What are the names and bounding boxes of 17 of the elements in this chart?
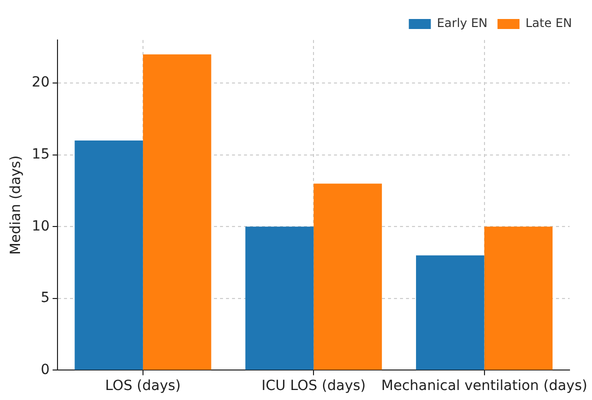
x-tick-label: ICU LOS (days) xyxy=(262,378,366,394)
x-tick-label: LOS (days) xyxy=(105,378,181,394)
bar xyxy=(484,226,553,370)
y-tick-label: 0 xyxy=(40,362,50,378)
y-tick-label: 10 xyxy=(32,218,50,234)
x-tick-label: Mechanical ventilation (days) xyxy=(381,378,588,394)
y-axis-title: Median (days) xyxy=(8,155,24,255)
y-tick-label: 15 xyxy=(32,146,50,162)
y-tick-label: 20 xyxy=(32,74,50,91)
legend-label: Late EN xyxy=(526,16,572,30)
bar xyxy=(416,255,484,370)
bar xyxy=(314,184,382,370)
y-tick-label: 5 xyxy=(40,290,50,306)
legend-label: Early EN xyxy=(436,16,488,30)
bar xyxy=(245,226,314,370)
bar xyxy=(142,54,212,370)
bar xyxy=(74,140,143,370)
